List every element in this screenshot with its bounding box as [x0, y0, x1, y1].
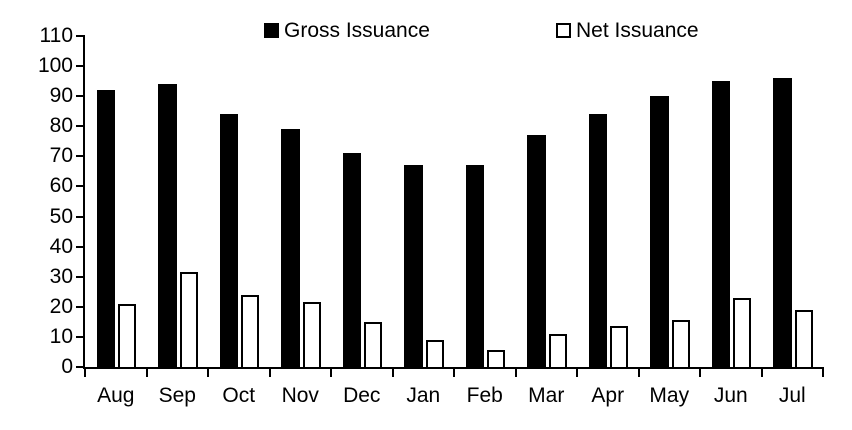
y-tick-label: 10: [49, 324, 73, 348]
net-bar: [610, 326, 629, 367]
y-tick-label: 70: [49, 144, 73, 168]
x-tick: [207, 367, 209, 377]
y-tick-label: 0: [61, 355, 73, 378]
y-tick-label: 50: [49, 204, 73, 228]
x-tick: [699, 367, 701, 377]
y-tick-label: 20: [49, 294, 73, 318]
net-bar: [548, 333, 567, 367]
gross-bar: [711, 81, 730, 367]
x-tick: [637, 367, 640, 377]
x-category-label: Feb: [466, 384, 503, 407]
x-tick: [145, 367, 148, 377]
gross-bar: [404, 165, 423, 367]
y-tick-label: 60: [49, 174, 73, 198]
gross-bar: [588, 114, 607, 367]
y-tick: [76, 245, 85, 248]
net-bar: [487, 350, 506, 367]
gross-bar: [342, 153, 361, 367]
x-category-label: Jan: [406, 384, 441, 407]
net-bar: [118, 303, 137, 367]
net-bar: [794, 309, 813, 367]
x-tick: [822, 367, 824, 377]
y-tick-label: 90: [49, 84, 73, 108]
net-bar: [302, 302, 321, 367]
net-bar: [671, 320, 690, 367]
x-category-label: Oct: [222, 384, 256, 407]
x-category-label: Apr: [591, 384, 625, 407]
y-tick: [76, 366, 85, 368]
legend-item-gross: Gross Issuance: [264, 20, 430, 42]
x-category-label: Dec: [343, 384, 381, 407]
legend-label-gross: Gross Issuance: [284, 19, 430, 42]
y-tick: [76, 275, 85, 278]
y-tick-label: 110: [39, 24, 73, 47]
y-tick: [76, 35, 85, 37]
y-tick-label: 40: [49, 234, 73, 258]
plot-area: 0 10 20 30 40 50 60 70 80 90 100 110 Aug Sep Oct Nov Dec…: [38, 25, 824, 407]
y-tick-label: 30: [49, 264, 73, 288]
x-tick: [330, 367, 332, 377]
x-tick: [514, 367, 517, 377]
x-tick: [84, 367, 86, 377]
net-swatch-icon: [556, 23, 571, 38]
y-tick-label: 100: [37, 54, 73, 78]
net-bar: [241, 294, 260, 367]
x-tick: [268, 367, 271, 377]
gross-bar: [465, 165, 484, 367]
net-bar: [733, 297, 752, 367]
x-tick: [760, 367, 763, 377]
y-tick: [76, 215, 85, 218]
x-tick: [576, 367, 578, 377]
gross-bar: [773, 78, 792, 367]
y-tick: [76, 335, 85, 338]
net-bar: [364, 321, 383, 367]
x-category-label: Aug: [97, 384, 135, 407]
gross-bar: [650, 96, 669, 367]
x-tick: [391, 367, 394, 377]
legend-label-net: Net Issuance: [576, 19, 699, 42]
y-axis-line: [83, 36, 85, 369]
gross-swatch-icon: [264, 23, 279, 38]
x-category-label: Mar: [528, 384, 565, 407]
legend-item-net: Net Issuance: [556, 20, 699, 42]
gross-bar: [96, 90, 115, 367]
x-tick: [453, 367, 455, 377]
gross-bar: [219, 114, 238, 367]
gross-bar: [158, 84, 177, 367]
y-tick: [76, 305, 85, 308]
y-tick-label: 80: [49, 114, 73, 138]
x-category-label: May: [649, 384, 690, 407]
gross-bar: [281, 129, 300, 367]
y-tick: [76, 185, 85, 188]
y-tick: [76, 125, 85, 128]
y-tick: [76, 155, 85, 158]
x-category-label: Jun: [713, 384, 748, 407]
y-tick: [76, 65, 85, 68]
net-bar: [425, 339, 444, 367]
gross-bar: [527, 135, 546, 367]
x-category-label: Nov: [281, 384, 319, 407]
y-tick: [76, 95, 85, 98]
x-category-label: Jul: [778, 384, 806, 407]
net-bar: [179, 272, 198, 367]
x-category-label: Sep: [158, 384, 196, 407]
